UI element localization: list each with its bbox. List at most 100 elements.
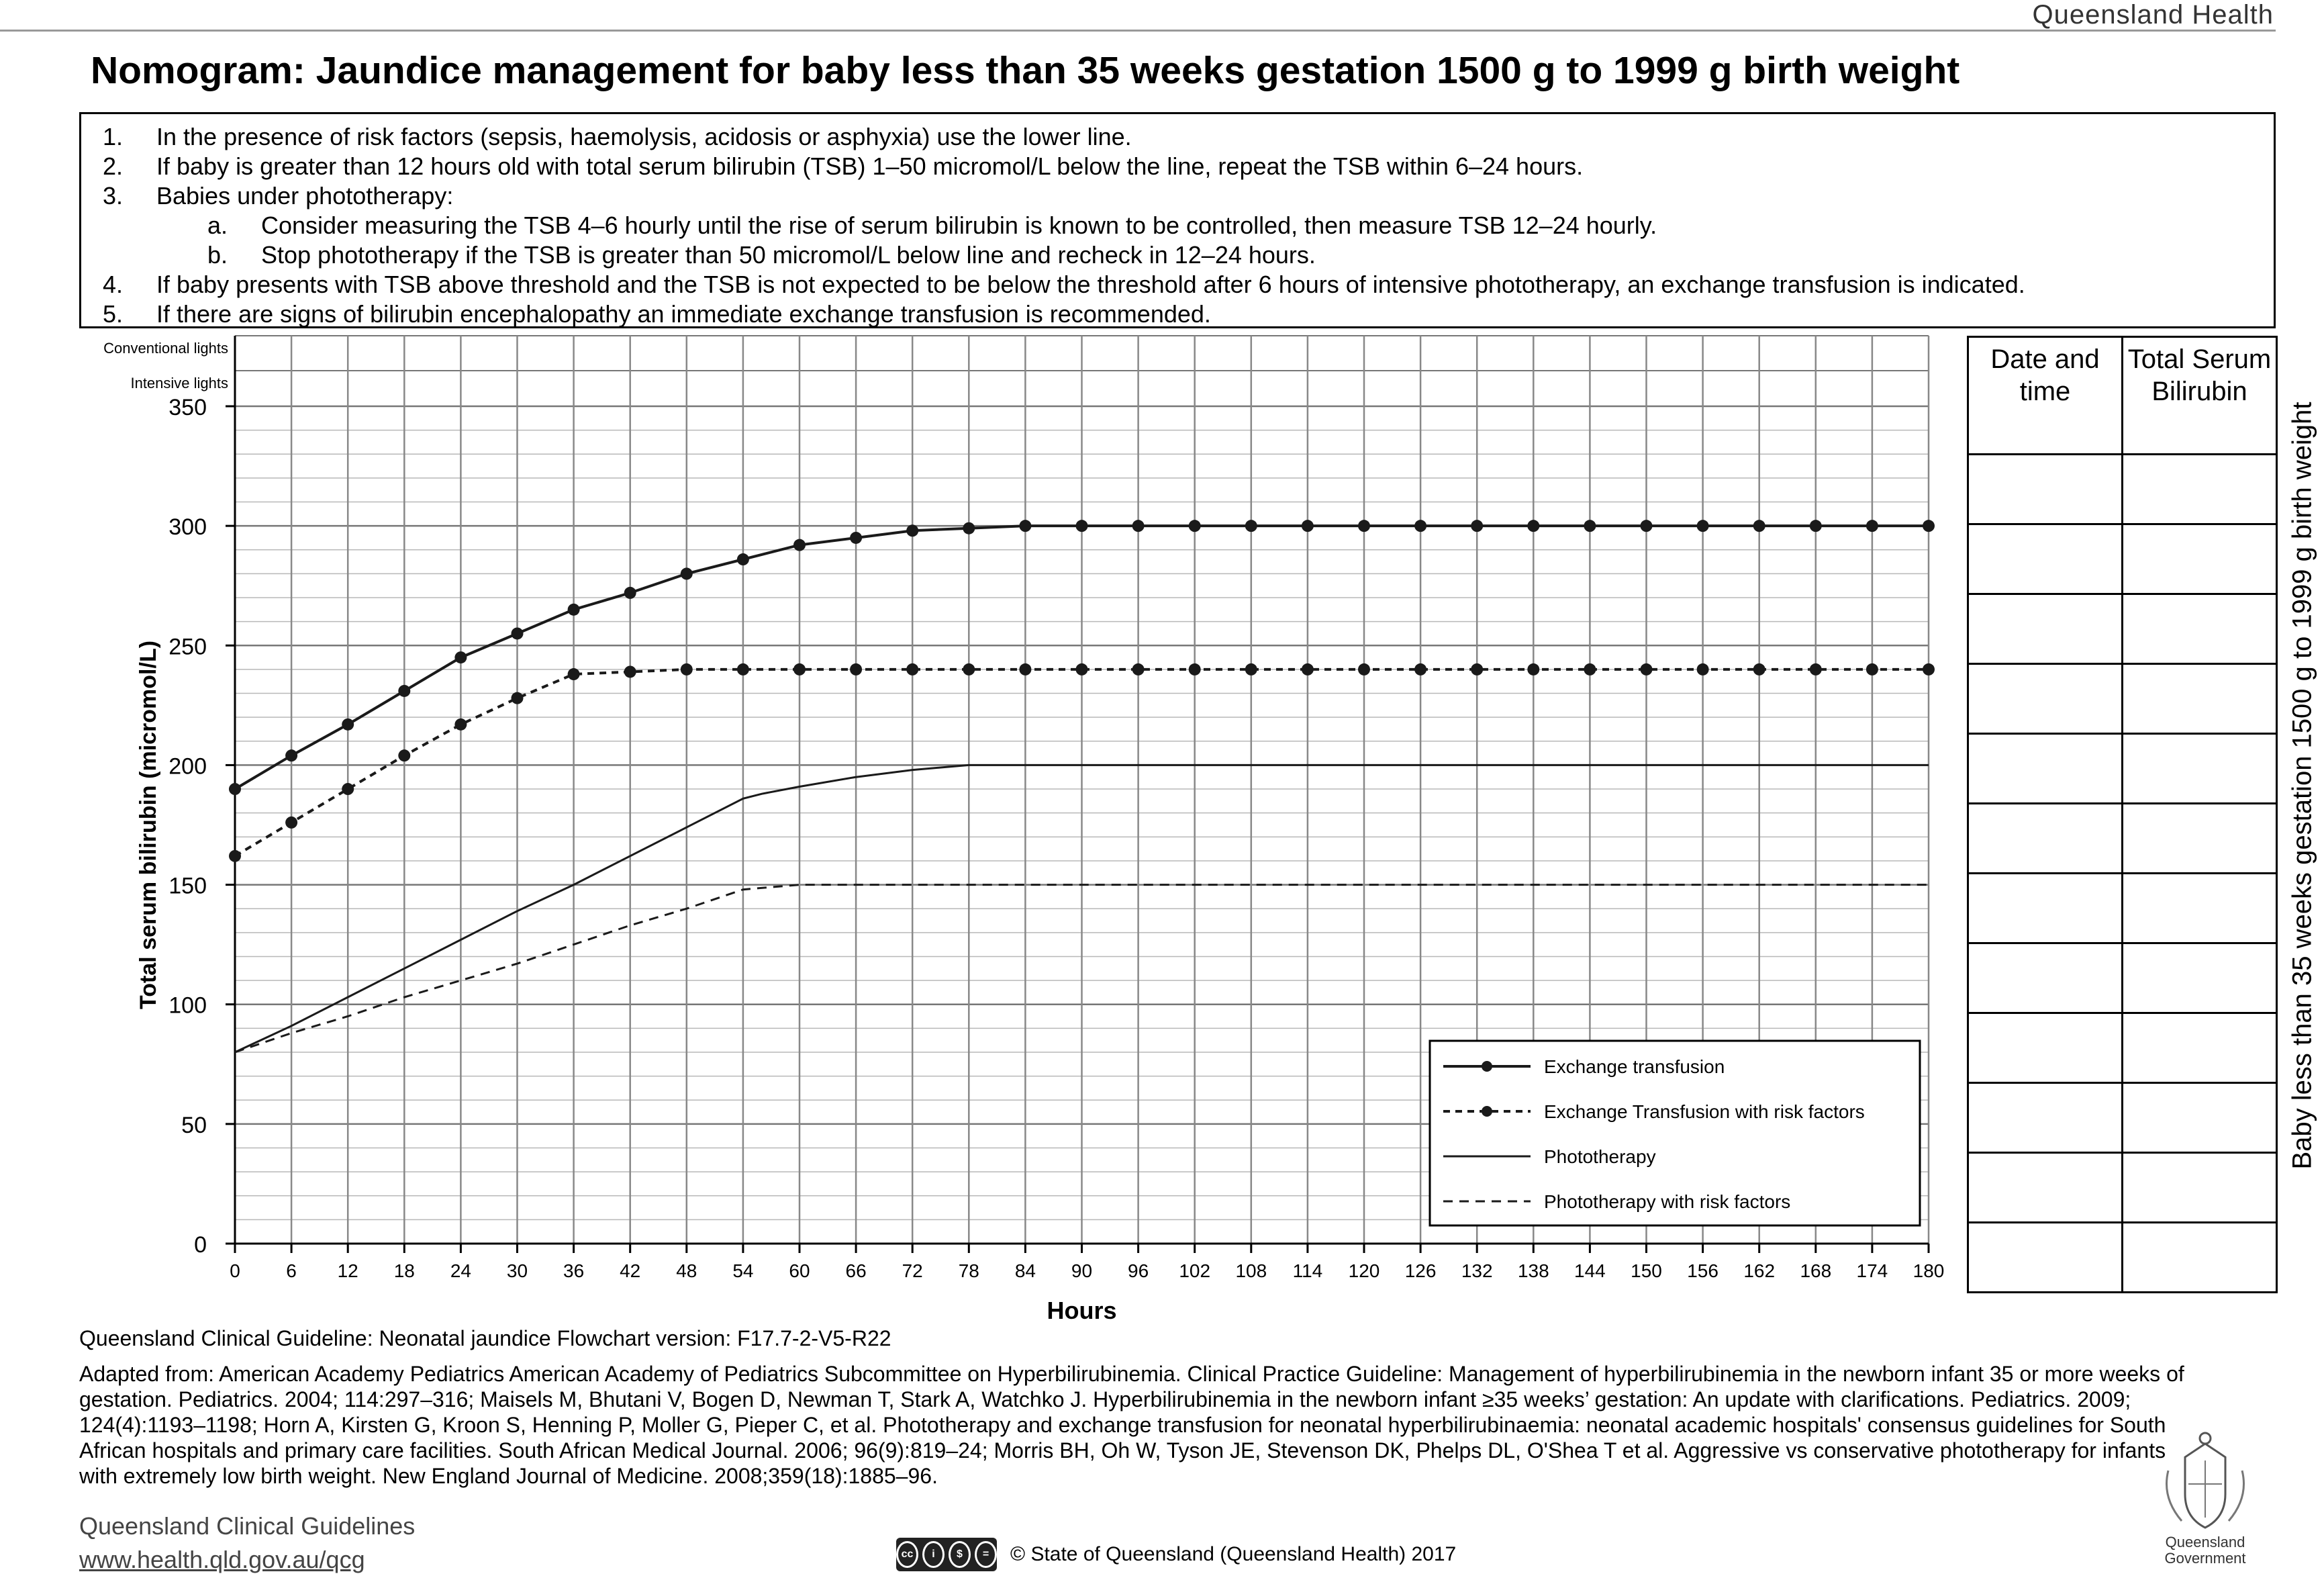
data-point bbox=[454, 718, 467, 731]
x-tick-label: 168 bbox=[1800, 1260, 1831, 1281]
x-tick-label: 114 bbox=[1293, 1260, 1323, 1281]
tsb-cell[interactable] bbox=[2121, 453, 2278, 525]
data-point bbox=[850, 663, 863, 676]
x-tick-label: 96 bbox=[1128, 1260, 1149, 1281]
data-point bbox=[624, 586, 636, 599]
date-time-cell[interactable] bbox=[1967, 593, 2123, 665]
x-tick-label: 24 bbox=[450, 1260, 471, 1281]
tsb-cell[interactable] bbox=[2121, 523, 2278, 595]
date-time-cell[interactable] bbox=[1967, 663, 2123, 735]
tsb-cell[interactable] bbox=[2121, 1082, 2278, 1154]
x-tick-label: 174 bbox=[1857, 1260, 1888, 1281]
data-point bbox=[1584, 663, 1596, 676]
tsb-cell[interactable] bbox=[2121, 872, 2278, 944]
date-time-cell[interactable] bbox=[1967, 1012, 2123, 1084]
x-tick-label: 102 bbox=[1179, 1260, 1210, 1281]
cc-license-icon[interactable]: cc i $ = bbox=[896, 1538, 997, 1571]
instruction-item: 2. If baby is greater than 12 hours old w… bbox=[81, 152, 2274, 181]
tsb-cell[interactable] bbox=[2121, 802, 2278, 874]
date-time-cell[interactable] bbox=[1967, 1082, 2123, 1154]
org-link[interactable]: www.health.qld.gov.au/qcg bbox=[79, 1546, 365, 1573]
data-point bbox=[1245, 663, 1257, 676]
data-point bbox=[1640, 663, 1653, 676]
y-axis-title: Total serum bilirubin (micromol/L) bbox=[136, 641, 161, 1009]
x-tick-label: 156 bbox=[1687, 1260, 1718, 1281]
series-line bbox=[234, 763, 1929, 1054]
chart-legend: Exchange transfusion Exchange Transfusion… bbox=[1429, 1039, 1921, 1227]
instruction-text: Stop phototherapy if the TSB is greater … bbox=[261, 241, 1316, 269]
data-point bbox=[906, 524, 919, 537]
data-point bbox=[285, 816, 298, 829]
tsb-cell[interactable] bbox=[2121, 593, 2278, 665]
data-point bbox=[1696, 663, 1709, 676]
date-time-cell[interactable] bbox=[1967, 1152, 2123, 1223]
x-axis-title: Hours bbox=[1047, 1297, 1116, 1323]
y-tick-label: 200 bbox=[168, 753, 207, 779]
table-row bbox=[1967, 523, 2278, 595]
date-time-cell[interactable] bbox=[1967, 1221, 2123, 1293]
instruction-item: 5. If there are signs of bilirubin enceph… bbox=[81, 299, 2274, 329]
table-row bbox=[1967, 942, 2278, 1014]
data-point bbox=[1923, 520, 1935, 532]
table-row bbox=[1967, 593, 2278, 665]
date-time-cell[interactable] bbox=[1967, 453, 2123, 525]
data-point bbox=[398, 749, 411, 762]
tsb-cell[interactable] bbox=[2121, 1012, 2278, 1084]
y-tick-label: 300 bbox=[168, 514, 207, 540]
instruction-number: 3. bbox=[103, 182, 124, 210]
instruction-text: Babies under phototherapy: bbox=[156, 182, 454, 210]
data-point bbox=[342, 718, 354, 731]
data-point bbox=[1301, 663, 1314, 676]
x-tick-label: 90 bbox=[1071, 1260, 1092, 1281]
date-time-cell[interactable] bbox=[1967, 523, 2123, 595]
data-point bbox=[567, 603, 580, 616]
tsb-cell[interactable] bbox=[2121, 1152, 2278, 1223]
data-point bbox=[567, 668, 580, 681]
x-tick-label: 132 bbox=[1461, 1260, 1493, 1281]
tsb-cell[interactable] bbox=[2121, 942, 2278, 1014]
qld-crest-icon bbox=[2166, 1432, 2245, 1529]
instruction-item: 4. If baby presents with TSB above thresh… bbox=[81, 270, 2274, 299]
data-point bbox=[1019, 520, 1032, 532]
tsb-cell[interactable] bbox=[2121, 663, 2278, 735]
y-tick-label: 0 bbox=[194, 1232, 207, 1258]
legend-label: Phototherapy bbox=[1544, 1146, 1656, 1167]
y-tick-label: 350 bbox=[168, 395, 207, 420]
y-tick-label: 100 bbox=[168, 993, 207, 1019]
table-row bbox=[1967, 1012, 2278, 1084]
data-point bbox=[963, 522, 975, 535]
instruction-text: If baby is greater than 12 hours old wit… bbox=[156, 152, 1584, 180]
date-time-cell[interactable] bbox=[1967, 872, 2123, 944]
x-tick-label: 42 bbox=[620, 1260, 640, 1281]
instruction-number: a. bbox=[207, 212, 228, 239]
data-point bbox=[1414, 520, 1427, 532]
row-label: Intensive lights bbox=[130, 375, 228, 391]
brand-label: Queensland Health bbox=[2032, 0, 2274, 30]
data-point bbox=[1866, 520, 1878, 532]
data-point bbox=[906, 663, 919, 676]
top-rule bbox=[0, 30, 2276, 32]
tsb-cell[interactable] bbox=[2121, 733, 2278, 804]
x-tick-label: 54 bbox=[732, 1260, 753, 1281]
data-point bbox=[1188, 520, 1201, 532]
x-tick-label: 6 bbox=[286, 1260, 297, 1281]
data-point bbox=[1358, 663, 1370, 676]
instruction-item: a. Consider measuring the TSB 4–6 hourly … bbox=[81, 211, 2274, 240]
tsb-cell[interactable] bbox=[2121, 1221, 2278, 1293]
table-row bbox=[1967, 663, 2278, 735]
instructions-box: 1. In the presence of risk factors (sepsi… bbox=[79, 112, 2276, 328]
x-tick-label: 126 bbox=[1405, 1260, 1437, 1281]
data-point bbox=[511, 692, 524, 704]
date-time-cell[interactable] bbox=[1967, 733, 2123, 804]
table-row bbox=[1967, 453, 2278, 525]
data-point bbox=[680, 567, 693, 580]
references: Adapted from: American Academy Pediatric… bbox=[79, 1362, 2184, 1488]
row-label: Conventional lights bbox=[103, 340, 228, 357]
data-point bbox=[285, 749, 298, 762]
date-time-cell[interactable] bbox=[1967, 802, 2123, 874]
data-point bbox=[454, 651, 467, 664]
copyright: © State of Queensland (Queensland Health… bbox=[1010, 1543, 1457, 1565]
date-time-cell[interactable] bbox=[1967, 942, 2123, 1014]
data-point bbox=[229, 849, 241, 862]
data-point bbox=[1753, 663, 1765, 676]
